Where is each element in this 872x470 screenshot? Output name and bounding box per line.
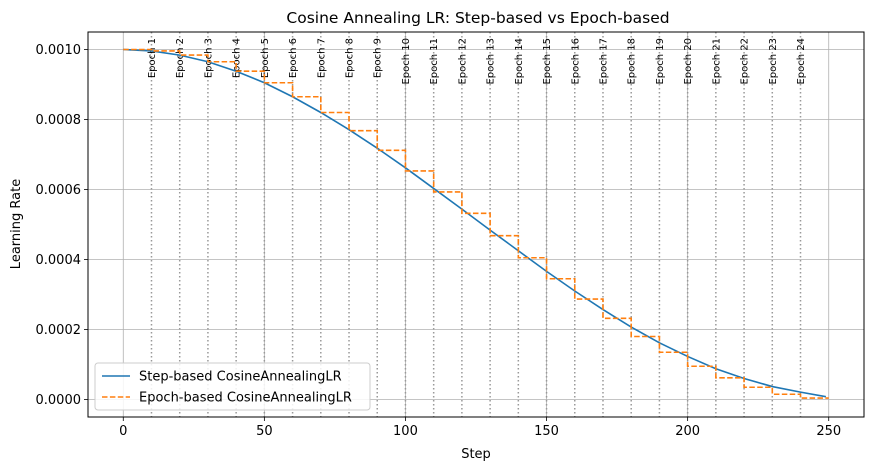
epoch-marker-label: Epoch 1: [147, 38, 158, 78]
epoch-marker-label: Epoch 9: [373, 38, 384, 78]
x-axis: 0 50 100 150 200 250: [119, 417, 841, 439]
epoch-marker-label: Epoch 16: [570, 38, 581, 85]
epoch-based-series-line: [123, 48, 829, 399]
chart-title: Cosine Annealing LR: Step-based vs Epoch…: [286, 9, 669, 27]
epoch-marker-label: Epoch 14: [514, 38, 525, 85]
epoch-marker-label: Epoch 3: [203, 38, 214, 78]
legend-box: [94, 362, 371, 411]
y-axis: 0.0000 0.0002 0.0004 0.0006 0.0008 0.0010: [36, 43, 88, 408]
y-tick-label: 0.0000: [36, 393, 82, 408]
epoch-marker-label: Epoch 23: [768, 38, 779, 85]
epoch-marker-label: Epoch 6: [288, 38, 299, 78]
epoch-markers: Epoch 1 Epoch 2 Epoch 3 Epoch 4 Epoch 5 Epoch…: [147, 32, 807, 417]
step-based-series-line: [123, 48, 827, 398]
plot-series: [123, 48, 829, 399]
epoch-marker-label: Epoch 19: [655, 38, 666, 85]
y-axis-label: Learning Rate: [9, 179, 24, 269]
epoch-marker-label: Epoch 17: [598, 38, 609, 85]
epoch-marker-label: Epoch 20: [683, 38, 694, 85]
epoch-marker-label: Epoch 5: [260, 38, 271, 78]
grid-lines: [88, 32, 864, 417]
x-axis-label: Step: [461, 447, 491, 462]
x-tick-label: 250: [816, 424, 841, 439]
epoch-marker-label: Epoch 13: [486, 38, 497, 85]
epoch-marker-label: Epoch 12: [457, 38, 468, 85]
epoch-marker-label: Epoch 4: [232, 38, 243, 78]
legend: Step-based CosineAnnealingLR Epoch-based …: [94, 362, 371, 411]
epoch-marker-label: Epoch 24: [796, 38, 807, 85]
x-tick-label: 50: [256, 424, 273, 439]
epoch-marker-label: Epoch 2: [175, 38, 186, 78]
epoch-marker-label: Epoch 18: [627, 38, 638, 85]
epoch-marker-label: Epoch 10: [401, 38, 412, 85]
epoch-marker-label: Epoch 22: [740, 38, 751, 85]
x-tick-label: 200: [675, 424, 700, 439]
y-tick-label: 0.0010: [36, 43, 82, 58]
y-tick-label: 0.0006: [36, 183, 82, 198]
epoch-marker-label: Epoch 8: [345, 38, 356, 78]
legend-entry-label: Epoch-based CosineAnnealingLR: [139, 391, 352, 406]
x-tick-label: 150: [534, 424, 559, 439]
x-tick-label: 0: [119, 424, 127, 439]
epoch-marker-label: Epoch 21: [711, 38, 722, 85]
x-tick-label: 100: [393, 424, 418, 439]
y-tick-label: 0.0002: [36, 323, 82, 338]
epoch-marker-label: Epoch 11: [429, 38, 440, 85]
y-tick-label: 0.0004: [36, 253, 82, 268]
epoch-marker-label: Epoch 15: [542, 38, 553, 85]
legend-entry-label: Step-based CosineAnnealingLR: [139, 370, 342, 385]
plot-frame: [87, 31, 865, 418]
y-tick-label: 0.0008: [36, 113, 82, 128]
epoch-marker-label: Epoch 7: [316, 38, 327, 78]
